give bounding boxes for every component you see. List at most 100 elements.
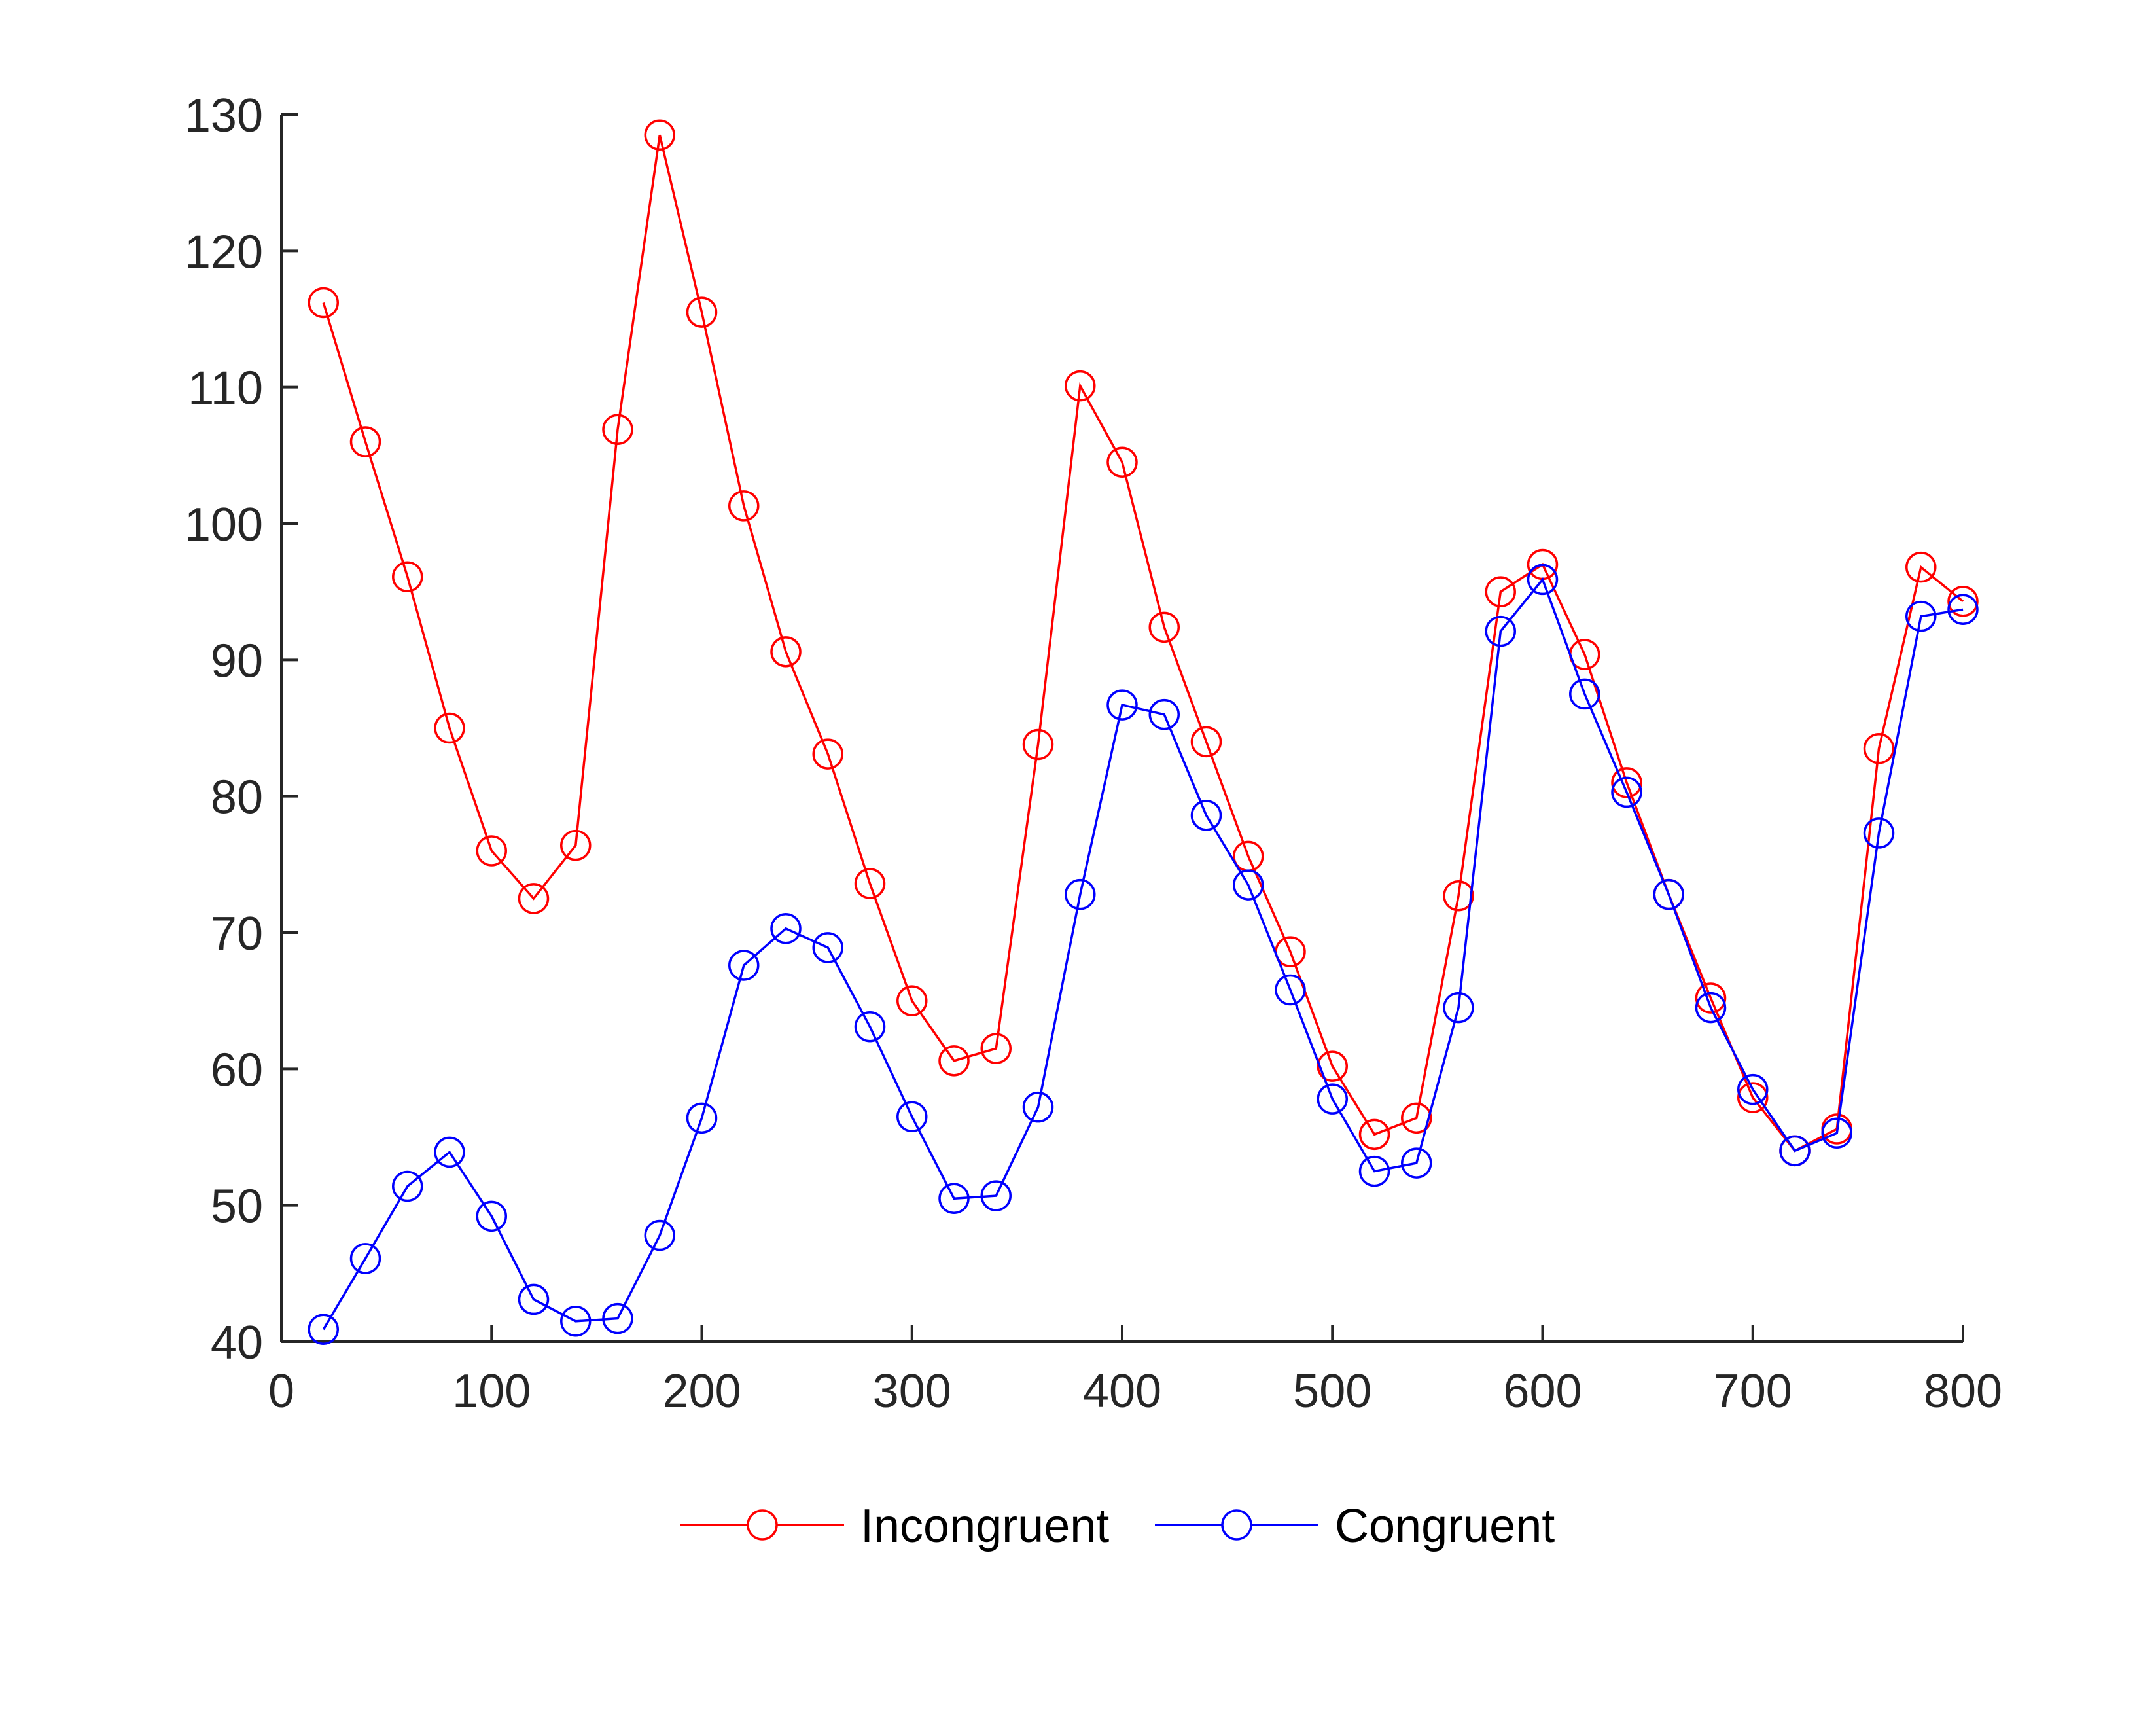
data-point (812, 738, 843, 770)
data-point (896, 985, 928, 1016)
y-tick-label: 120 (185, 226, 263, 278)
data-point (518, 883, 550, 914)
legend-marker (747, 1509, 778, 1541)
data-point (770, 636, 802, 668)
legend-item-incongruent: Incongruent (680, 1500, 1109, 1552)
data-point (1022, 728, 1054, 761)
data-point (476, 835, 507, 867)
series-line (322, 577, 1964, 1331)
data-point (938, 1183, 970, 1214)
data-point (1148, 611, 1180, 643)
data-point (938, 1045, 970, 1077)
data-point (349, 1243, 381, 1274)
data-point (602, 1302, 633, 1334)
data-point (1317, 1050, 1348, 1082)
data-point (1779, 1135, 1811, 1167)
data-point (1695, 992, 1727, 1024)
data-point (1358, 1118, 1390, 1151)
data-point (392, 1170, 423, 1202)
data-point (1401, 1147, 1432, 1179)
data-point (1190, 726, 1222, 758)
series-incongruent (308, 119, 1979, 1167)
data-point (1737, 1073, 1769, 1105)
legend-marker (1221, 1509, 1252, 1541)
data-point (1905, 551, 1937, 583)
data-point (434, 712, 465, 744)
x-tick-label: 100 (452, 1365, 531, 1418)
data-point (1022, 1091, 1054, 1123)
data-point (1190, 800, 1222, 831)
data-point (349, 426, 381, 457)
data-point (518, 1283, 550, 1315)
data-point (1863, 817, 1895, 849)
data-point (1401, 1102, 1432, 1134)
data-point (1611, 767, 1642, 798)
y-tick-label: 100 (185, 499, 263, 551)
x-tick-label: 200 (662, 1365, 741, 1418)
data-point (686, 1102, 718, 1134)
data-point (560, 829, 592, 861)
data-point (560, 1306, 592, 1337)
data-point (1106, 689, 1138, 721)
data-point (1947, 586, 1979, 617)
data-point (1233, 869, 1264, 901)
series-line (322, 134, 1964, 1153)
x-tick-label: 600 (1503, 1365, 1582, 1418)
data-point (1485, 576, 1516, 607)
data-point (1065, 370, 1096, 402)
data-point (602, 414, 633, 445)
data-point (854, 1011, 886, 1043)
data-point (308, 287, 339, 319)
data-point (770, 913, 802, 944)
y-tick-label: 40 (211, 1317, 263, 1369)
data-point (1863, 733, 1895, 764)
y-tick-label: 80 (211, 772, 263, 824)
data-point (392, 561, 423, 592)
data-point (1695, 982, 1727, 1014)
y-tick-label: 90 (211, 635, 263, 687)
data-point (1527, 564, 1559, 596)
data-point (812, 932, 843, 963)
data-point (1065, 878, 1096, 910)
legend: Incongruent Congruent (680, 1500, 1555, 1552)
y-tick-label: 50 (211, 1181, 263, 1233)
x-tick-label: 500 (1293, 1365, 1371, 1418)
data-point (980, 1180, 1012, 1211)
data-point (980, 1033, 1012, 1064)
y-tick-label: 60 (211, 1044, 263, 1096)
x-tick-label: 800 (1924, 1365, 2002, 1418)
legend-item-congruent: Congruent (1155, 1500, 1555, 1552)
x-tick-label: 300 (873, 1365, 951, 1418)
y-tick-label: 110 (188, 363, 263, 415)
data-point (1611, 776, 1642, 808)
data-point (1485, 615, 1516, 647)
data-point (308, 1314, 339, 1345)
y-tick-label: 70 (211, 908, 263, 960)
x-tick-label: 700 (1714, 1365, 1792, 1418)
data-point (1737, 1082, 1769, 1113)
data-point (1358, 1155, 1390, 1187)
axes: 0 100 200 300 400 500 600 700 800 40 50 60 70 80 90 100… (185, 90, 2002, 1418)
data-point (1317, 1083, 1348, 1115)
x-tick-label: 400 (1083, 1365, 1161, 1418)
data-point (1905, 600, 1937, 632)
data-point (1148, 698, 1180, 730)
data-point (728, 490, 760, 522)
data-point (1106, 446, 1138, 478)
data-point (854, 868, 886, 899)
data-point (434, 1136, 465, 1168)
data-point (644, 119, 675, 151)
data-point (1443, 992, 1474, 1024)
data-point (686, 296, 718, 328)
data-point (1947, 594, 1979, 625)
data-point (1821, 1117, 1852, 1149)
legend-label: Congruent (1335, 1500, 1555, 1552)
data-point (476, 1200, 507, 1232)
data-point (728, 950, 760, 981)
y-tick-label: 130 (185, 90, 263, 142)
series-congruent (308, 564, 1979, 1345)
data-point (644, 1219, 675, 1251)
legend-label: Incongruent (860, 1500, 1109, 1552)
series-layer (308, 119, 1979, 1345)
